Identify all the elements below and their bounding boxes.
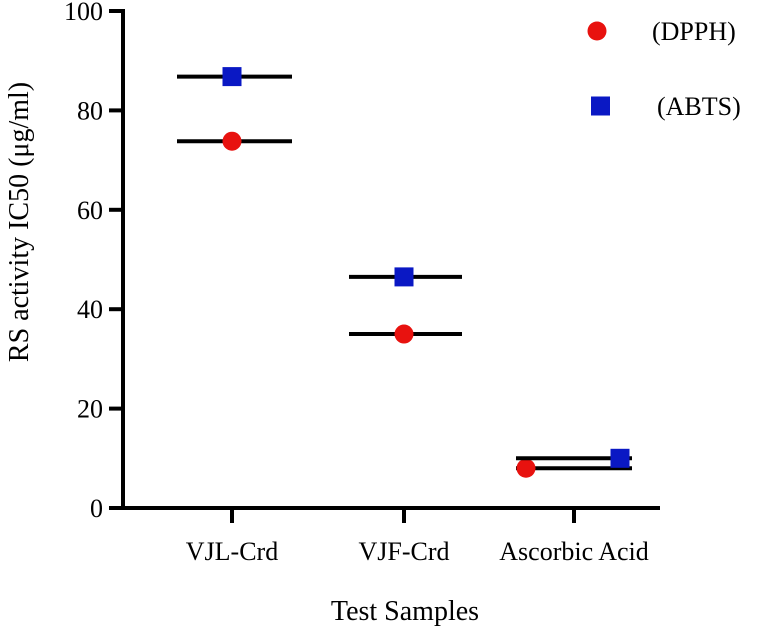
abts-point — [610, 448, 630, 468]
y-axis-title: RS activity IC50 (μg/ml) — [4, 82, 35, 362]
y-tick-label: 60 — [77, 196, 103, 225]
dpph-point — [394, 324, 414, 344]
y-tick-label: 0 — [90, 494, 103, 523]
legend-label-dpph: (DPPH) — [652, 17, 736, 46]
axes: 0 20 40 60 80 100 VJL-Crd VJF-Crd Ascorbic Acid — [64, 0, 660, 566]
legend-dpph-marker — [587, 21, 607, 41]
legend-abts-marker — [591, 96, 610, 116]
y-tick-label: 20 — [77, 395, 103, 424]
x-tick-label: VJF-Crd — [358, 537, 449, 566]
y-tick-label: 40 — [77, 295, 103, 324]
x-tick-label: Ascorbic Acid — [499, 537, 648, 566]
x-tick-label: VJL-Crd — [186, 537, 278, 566]
dpph-point — [516, 458, 536, 478]
y-tick-label: 100 — [64, 0, 103, 26]
dpph-point — [222, 131, 242, 151]
abts-point — [222, 67, 242, 87]
data-marks — [177, 67, 632, 478]
legend: (DPPH) (ABTS) — [587, 17, 741, 121]
legend-label-abts: (ABTS) — [657, 92, 741, 121]
x-axis-title: Test Samples — [331, 596, 479, 627]
y-tick-label: 80 — [77, 96, 103, 125]
abts-point — [394, 267, 414, 287]
